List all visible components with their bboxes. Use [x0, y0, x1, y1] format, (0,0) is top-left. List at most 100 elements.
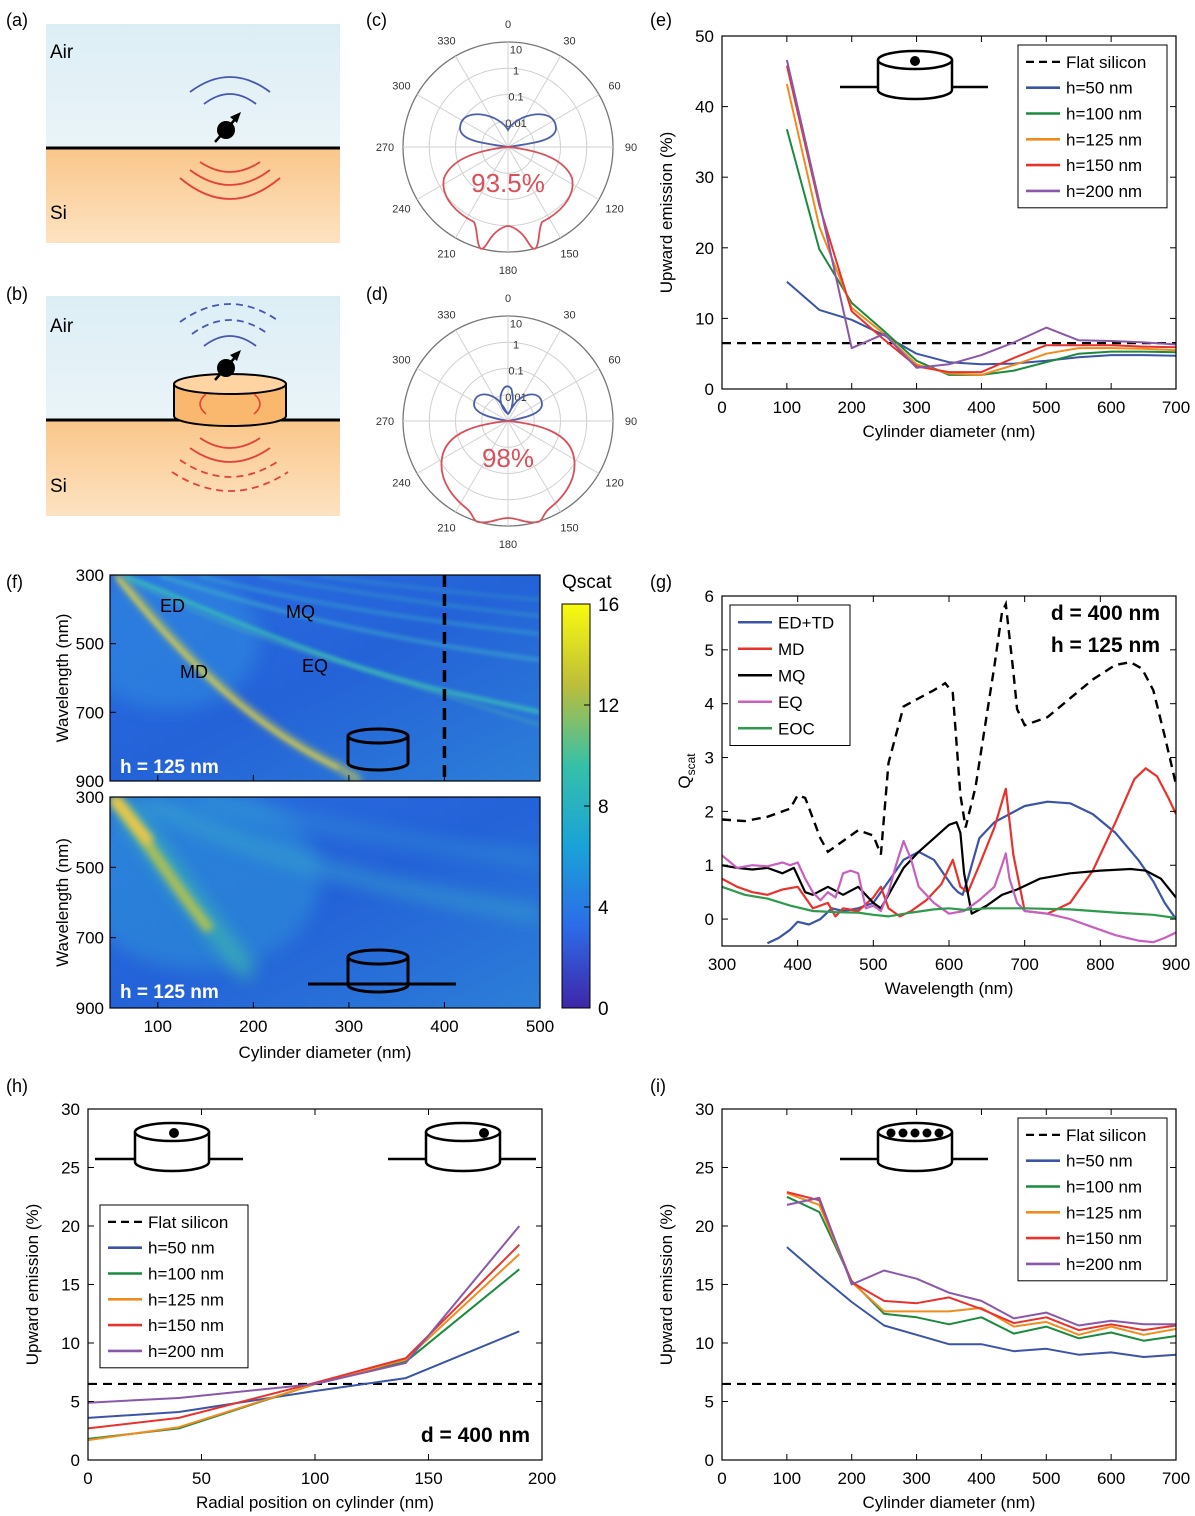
legend-entry-label: h=125 nm	[148, 1290, 224, 1309]
series-line	[722, 885, 1176, 920]
x-tick-label: 300	[335, 1017, 363, 1036]
y-tick-label: 0	[71, 1451, 80, 1470]
x-tick-label: 100	[773, 398, 801, 417]
x-tick-label: 100	[144, 1017, 172, 1036]
y-tick-label: 2	[705, 802, 714, 821]
mode-label-eq: EQ	[302, 656, 328, 676]
panel-e: (e) 0 100 200 300 400 500 600 700 0 10 20 30 40 50 Cyl…	[650, 10, 1190, 441]
polar-radial-label: 1	[513, 65, 519, 77]
y-tick-label: 25	[695, 1159, 714, 1178]
x-tick-label: 200	[239, 1017, 267, 1036]
x-tick-label: 800	[1086, 955, 1114, 974]
colorbar-tick-label: 8	[598, 797, 609, 818]
legend-entry-label: EQ	[778, 693, 803, 712]
y-tick-label: 20	[61, 1217, 80, 1236]
x-tick-label: 600	[1097, 398, 1125, 417]
y-tick-label: 30	[695, 168, 714, 187]
x-axis-label: Cylinder diameter (nm)	[863, 1493, 1036, 1512]
polar-radial-label: 10	[510, 44, 522, 56]
colorbar-tick-label: 16	[598, 595, 619, 616]
cylinder-edge-dipole-icon	[388, 1121, 536, 1173]
y-tick-label: 3	[705, 749, 714, 768]
series-line	[722, 767, 1176, 918]
dipole-emitter-icon	[171, 303, 289, 492]
legend-entry-label: Flat silicon	[1066, 1126, 1146, 1145]
polar-angle-label: 0	[505, 19, 511, 31]
series-line	[786, 1246, 1177, 1358]
legend-entry-label: h=200 nm	[1066, 182, 1142, 201]
series-line	[722, 821, 1176, 915]
radiation-lobe	[473, 385, 543, 422]
x-tick-label: 400	[967, 398, 995, 417]
series-line	[87, 1225, 521, 1404]
polar-radial-label: 0.01	[505, 118, 526, 130]
x-tick-label: 0	[83, 1469, 92, 1488]
y-tick-label: 20	[695, 1217, 714, 1236]
legend-entry-label: h=125 nm	[1066, 1203, 1142, 1222]
panel-b-letter: (b)	[6, 284, 28, 304]
y-tick-label: 5	[71, 1393, 80, 1412]
y-axis-label: Upward emission (%)	[657, 132, 676, 294]
polar-angle-label: 180	[499, 265, 517, 277]
polar-angle-label: 30	[563, 35, 575, 47]
annotation-diameter: d = 400 nm	[421, 1424, 530, 1447]
series-line-total	[722, 599, 1176, 855]
emission-percent-label: 93.5%	[471, 168, 545, 198]
polar-angle-label: 270	[376, 416, 394, 428]
polar-angle-label: 330	[437, 35, 455, 47]
panel-g-letter: (g)	[650, 572, 672, 592]
legend-entry-label: h=200 nm	[1066, 1255, 1142, 1274]
colorbar-tick-label: 12	[598, 696, 619, 717]
y-tick-label: 25	[61, 1159, 80, 1178]
cylinder-icon	[346, 727, 410, 772]
polar-angle-label: 120	[605, 478, 623, 490]
x-tick-label: 100	[773, 1469, 801, 1488]
panel-i-letter: (i)	[650, 1076, 666, 1096]
polar-angle-label: 60	[608, 81, 620, 93]
annotation-height: h = 125 nm	[1051, 634, 1160, 657]
legend-entry-label: Flat silicon	[148, 1213, 228, 1232]
polar-angle-label: 120	[605, 204, 623, 216]
polar-radial-label: 1	[513, 339, 519, 351]
panel-a-letter: (a)	[6, 10, 28, 30]
x-tick-label: 600	[935, 955, 963, 974]
x-tick-label: 700	[1162, 1469, 1190, 1488]
colorbar-title: Qscat	[562, 572, 612, 593]
polar-radial-label: 0.01	[505, 392, 526, 404]
annotation-diameter: d = 400 nm	[1051, 602, 1160, 625]
y-tick-label: 15	[695, 1276, 714, 1295]
y-tick-label: 4	[705, 695, 714, 714]
polar-radial-label: 0.1	[508, 92, 523, 104]
legend-entry-label: h=100 nm	[1066, 1178, 1142, 1197]
y-tick-label: 15	[61, 1276, 80, 1295]
radiation-lobe	[459, 113, 557, 148]
plot-frame	[721, 35, 1177, 390]
cylinder-multi-dipole-icon	[840, 1121, 988, 1173]
polar-angle-label: 270	[376, 142, 394, 154]
cylinder-center-dipole-icon	[95, 1121, 243, 1173]
polar-angle-label: 60	[608, 355, 620, 367]
y-tick-label: 700	[76, 703, 104, 722]
mode-label-mq: MQ	[286, 602, 315, 622]
polar-angle-label: 90	[625, 416, 637, 428]
polar-angle-label: 300	[392, 81, 410, 93]
polar-angle-label: 0	[505, 293, 511, 305]
y-axis-label: Upward emission (%)	[657, 1204, 676, 1366]
series-line	[786, 280, 1177, 366]
polar-angle-label: 90	[625, 142, 637, 154]
legend-entry-label: h=125 nm	[1066, 130, 1142, 149]
legend-entry-label: Flat silicon	[1066, 53, 1146, 72]
si-label: Si	[50, 203, 67, 224]
legend-entry-label: h=150 nm	[1066, 156, 1142, 175]
panel-f: (f) ED MQ MD EQ h = 125 nm	[6, 566, 619, 1062]
x-tick-label: 50	[192, 1469, 211, 1488]
panel-a: (a) Air Si	[6, 10, 340, 243]
y-axis-label: Wavelength (nm)	[53, 838, 72, 967]
y-tick-label: 1	[705, 856, 714, 875]
emission-percent-label: 98%	[482, 443, 534, 473]
x-tick-label: 700	[1010, 955, 1038, 974]
panel-b: (b) Air Si	[6, 284, 340, 516]
legend-entry-label: h=50 nm	[148, 1239, 215, 1258]
air-region	[46, 24, 340, 148]
polar-radial-label: 0.1	[508, 366, 523, 378]
